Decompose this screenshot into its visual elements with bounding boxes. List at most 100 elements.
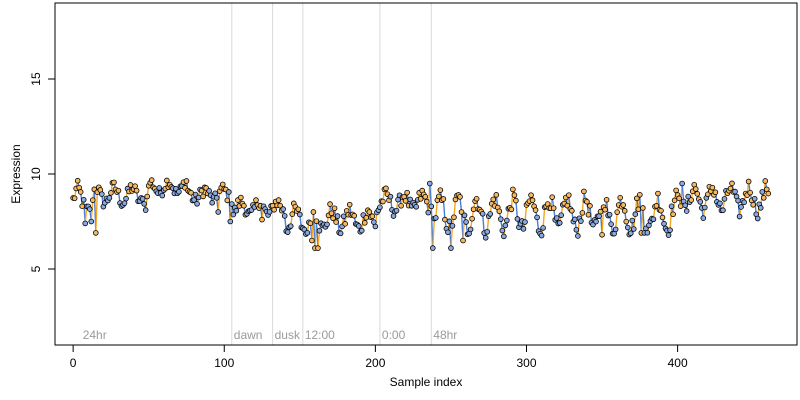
data-point xyxy=(316,227,323,234)
data-point xyxy=(426,180,433,187)
data-point xyxy=(334,213,341,219)
data-point xyxy=(457,194,463,200)
data-point xyxy=(176,189,182,195)
data-point xyxy=(499,227,506,234)
data-point xyxy=(467,226,474,233)
data-point xyxy=(587,203,593,209)
y-tick-label: 5 xyxy=(29,265,43,272)
series-segment xyxy=(669,206,673,231)
x-tick-label: 200 xyxy=(365,356,385,370)
data-point xyxy=(433,215,439,221)
data-point xyxy=(738,204,744,210)
data-point xyxy=(440,196,447,202)
data-point xyxy=(280,206,286,212)
data-point xyxy=(458,209,465,215)
data-point xyxy=(470,206,477,213)
data-point xyxy=(538,232,545,239)
series-segment xyxy=(450,225,454,249)
data-point xyxy=(219,181,226,188)
data-point xyxy=(676,195,682,202)
data-point xyxy=(558,212,565,218)
data-point xyxy=(508,206,515,213)
data-point xyxy=(765,190,772,197)
data-point xyxy=(640,205,646,211)
data-point xyxy=(679,180,685,187)
x-tick-label: 400 xyxy=(668,356,688,370)
data-point xyxy=(77,189,84,195)
data-point xyxy=(200,193,206,200)
annotation-label: dusk xyxy=(275,328,301,342)
data-point xyxy=(93,230,99,236)
data-point xyxy=(111,179,117,186)
data-point xyxy=(606,211,613,218)
data-point xyxy=(608,221,614,227)
data-point xyxy=(581,188,587,195)
data-point xyxy=(624,224,631,231)
data-point xyxy=(425,209,432,216)
data-point xyxy=(144,193,150,200)
data-point xyxy=(337,230,344,237)
data-point xyxy=(74,177,81,184)
data-point xyxy=(289,211,296,217)
data-point xyxy=(164,177,170,184)
data-point xyxy=(393,207,400,214)
data-point xyxy=(369,213,376,220)
data-point xyxy=(673,187,679,194)
data-point xyxy=(139,196,146,202)
series-segment xyxy=(84,206,88,224)
data-point xyxy=(569,207,575,214)
x-axis-title: Sample index xyxy=(390,375,463,389)
data-points xyxy=(70,177,772,251)
data-point xyxy=(620,202,627,208)
data-point xyxy=(195,194,202,201)
data-point xyxy=(253,197,259,203)
data-point xyxy=(504,217,510,224)
data-point xyxy=(529,197,536,203)
data-point xyxy=(482,235,489,241)
data-point xyxy=(224,197,231,204)
data-point xyxy=(442,216,448,223)
data-point xyxy=(387,193,394,200)
data-point xyxy=(534,214,540,221)
series-segment xyxy=(542,207,546,228)
data-point xyxy=(621,208,628,214)
data-point xyxy=(603,196,610,203)
data-point xyxy=(745,178,752,185)
x-tick-label: 300 xyxy=(516,356,536,370)
data-point xyxy=(721,196,728,202)
series-segment xyxy=(462,215,466,241)
data-point xyxy=(735,197,741,204)
data-point xyxy=(685,193,691,200)
data-point xyxy=(277,202,283,209)
data-point xyxy=(284,229,291,235)
data-point xyxy=(310,209,317,215)
data-point xyxy=(599,232,605,238)
data-point xyxy=(665,232,672,238)
data-point xyxy=(463,219,469,225)
data-point xyxy=(361,220,368,226)
data-point xyxy=(358,227,365,234)
data-point xyxy=(513,197,519,204)
data-point xyxy=(750,202,756,208)
data-point xyxy=(702,204,708,211)
data-point xyxy=(694,191,701,197)
data-point xyxy=(709,184,716,191)
data-point xyxy=(121,200,128,206)
data-point xyxy=(123,195,129,202)
data-point xyxy=(413,204,419,210)
data-point xyxy=(461,212,468,219)
data-point xyxy=(602,206,608,213)
data-point xyxy=(275,197,282,203)
data-point xyxy=(79,203,86,209)
data-point xyxy=(653,203,660,209)
data-point xyxy=(230,211,237,218)
data-point xyxy=(142,207,149,213)
data-point xyxy=(683,208,690,214)
data-point xyxy=(380,198,386,205)
data-point xyxy=(549,194,555,200)
data-point xyxy=(297,211,303,218)
series-segment xyxy=(481,213,485,234)
data-point xyxy=(106,195,113,201)
data-point xyxy=(448,245,454,251)
data-point xyxy=(423,198,430,205)
